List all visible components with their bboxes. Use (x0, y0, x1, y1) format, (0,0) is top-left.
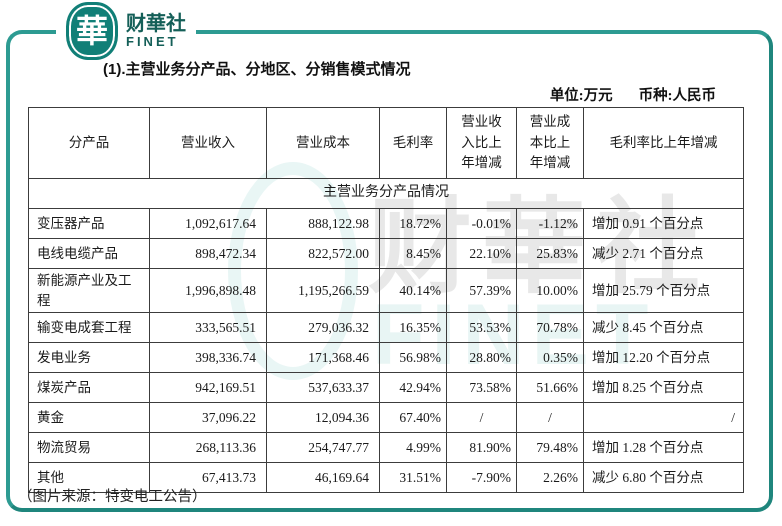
table-row: 变压器产品 1,092,617.64 888,122.98 18.72% -0.01% -… (28, 208, 744, 239)
table-cell: 煤炭产品 (28, 372, 150, 404)
products-table-wrap: 主营业务分产品情况 分产品 营业收入 营业成本 毛利率 营业收入比上年增减 营业… (28, 107, 744, 494)
table-cell: 268,113.36 (149, 432, 267, 464)
column-header: 毛利率 (379, 107, 447, 179)
table-cell: 40.14% (379, 267, 447, 314)
table-cell: 其他 (28, 462, 150, 494)
table-cell: 12,094.36 (266, 402, 380, 434)
table-cell: 2.26% (516, 462, 584, 494)
table-cell: / (583, 402, 744, 434)
section-title: (1).主营业务分产品、分地区、分销售模式情况 (103, 61, 411, 78)
table-cell: 18.72% (379, 208, 447, 239)
table-cell: 发电业务 (28, 342, 150, 374)
finet-brand: 财華社 FINET (126, 12, 186, 49)
table-cell: 黄金 (28, 402, 150, 434)
table-cell: 变压器产品 (28, 208, 150, 239)
table-row: 发电业务 398,336.74 171,368.46 56.98% 28.80% 0.35… (28, 342, 744, 374)
table-cell: / (446, 402, 517, 434)
table-cell: 16.35% (379, 312, 447, 344)
table-row: 煤炭产品 942,169.51 537,633.37 42.94% 73.58% 51.6… (28, 372, 744, 404)
table-caption: 主营业务分产品情况 (28, 178, 744, 209)
table-row: 新能源产业及工程 1,996,898.48 1,195,266.59 40.14% 57… (28, 267, 744, 314)
table-cell: 254,747.77 (266, 432, 380, 464)
column-header: 营业收入 (149, 107, 267, 179)
brand-name-cn: 财華社 (126, 12, 186, 35)
table-cell: 279,036.32 (266, 312, 380, 344)
table-row: 物流贸易 268,113.36 254,747.77 4.99% 81.90% 79.48… (28, 432, 744, 464)
table-row: 电线电缆产品 898,472.34 822,572.00 8.45% 22.10% 25.… (28, 238, 744, 269)
table-cell: 1,996,898.48 (149, 267, 267, 314)
table-cell: -1.12% (516, 208, 584, 239)
column-header: 营业成本 (266, 107, 380, 179)
table-cell: 1,092,617.64 (149, 208, 267, 239)
table-cell: 25.83% (516, 238, 584, 269)
column-header: 营业成本比上年增减 (516, 107, 584, 179)
column-header: 营业收入比上年增减 (446, 107, 517, 179)
table-cell: 79.48% (516, 432, 584, 464)
table-cell: 输变电成套工程 (28, 312, 150, 344)
table-cell: -7.90% (446, 462, 517, 494)
column-header: 毛利率比上年增减 (583, 107, 744, 179)
table-cell: / (516, 402, 584, 434)
finet-logo: 華 财華社 FINET (56, 2, 196, 60)
products-table: 主营业务分产品情况 分产品 营业收入 营业成本 毛利率 营业收入比上年增减 营业… (28, 107, 744, 494)
units-line: 单位:万元 币种:人民币 (416, 84, 716, 105)
finet-seal-icon: 華 (66, 2, 118, 60)
table-cell: 42.94% (379, 372, 447, 404)
table-cell: -0.01% (446, 208, 517, 239)
table-cell: 51.66% (516, 372, 584, 404)
table-cell: 333,565.51 (149, 312, 267, 344)
table-row: 输变电成套工程 333,565.51 279,036.32 16.35% 53.53% 7… (28, 312, 744, 344)
table-cell: 8.45% (379, 238, 447, 269)
currency-label: 币种:人民币 (638, 88, 716, 104)
table-cell: 增加 0.91 个百分点 (583, 208, 744, 239)
unit-label: 单位:万元 (549, 88, 613, 104)
table-cell: 减少 6.80 个百分点 (583, 462, 744, 494)
brand-name-en: FINET (126, 33, 179, 49)
table-cell: 22.10% (446, 238, 517, 269)
table-cell: 新能源产业及工程 (28, 267, 150, 314)
image-source-caption: （图片来源：特变电工公告） (18, 489, 207, 505)
table-cell: 67,413.73 (149, 462, 267, 494)
table-cell: 67.40% (379, 402, 447, 434)
table-row: 其他 67,413.73 46,169.64 31.51% -7.90% 2.26% 减少 … (28, 462, 744, 494)
table-cell: 888,122.98 (266, 208, 380, 239)
table-cell: 171,368.46 (266, 342, 380, 374)
table-cell: 28.80% (446, 342, 517, 374)
table-cell: 70.78% (516, 312, 584, 344)
table-cell: 57.39% (446, 267, 517, 314)
table-cell: 398,336.74 (149, 342, 267, 374)
table-cell: 822,572.00 (266, 238, 380, 269)
decorative-teal-frame (6, 30, 773, 512)
table-cell: 0.35% (516, 342, 584, 374)
table-row: 黄金 37,096.22 12,094.36 67.40% / / / (28, 402, 744, 434)
table-cell: 1,195,266.59 (266, 267, 380, 314)
table-cell: 56.98% (379, 342, 447, 374)
table-cell: 减少 2.71 个百分点 (583, 238, 744, 269)
table-cell: 物流贸易 (28, 432, 150, 464)
table-cell: 增加 1.28 个百分点 (583, 432, 744, 464)
table-cell: 31.51% (379, 462, 447, 494)
table-cell: 增加 12.20 个百分点 (583, 342, 744, 374)
table-caption-row: 主营业务分产品情况 (28, 178, 744, 209)
table-cell: 减少 8.45 个百分点 (583, 312, 744, 344)
table-cell: 898,472.34 (149, 238, 267, 269)
table-header-row: 分产品 营业收入 营业成本 毛利率 营业收入比上年增减 营业成本比上年增减 毛利… (28, 107, 744, 179)
table-cell: 电线电缆产品 (28, 238, 150, 269)
table-cell: 942,169.51 (149, 372, 267, 404)
table-cell: 增加 25.79 个百分点 (583, 267, 744, 314)
table-cell: 37,096.22 (149, 402, 267, 434)
table-cell: 10.00% (516, 267, 584, 314)
table-cell: 46,169.64 (266, 462, 380, 494)
table-cell: 537,633.37 (266, 372, 380, 404)
table-cell: 4.99% (379, 432, 447, 464)
column-header: 分产品 (28, 107, 150, 179)
table-cell: 81.90% (446, 432, 517, 464)
table-cell: 增加 8.25 个百分点 (583, 372, 744, 404)
table-cell: 73.58% (446, 372, 517, 404)
table-cell: 53.53% (446, 312, 517, 344)
